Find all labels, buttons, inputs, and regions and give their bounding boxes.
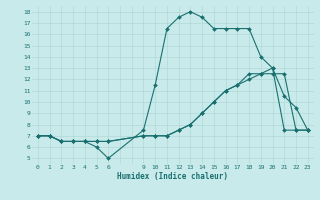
X-axis label: Humidex (Indice chaleur): Humidex (Indice chaleur) — [117, 172, 228, 181]
